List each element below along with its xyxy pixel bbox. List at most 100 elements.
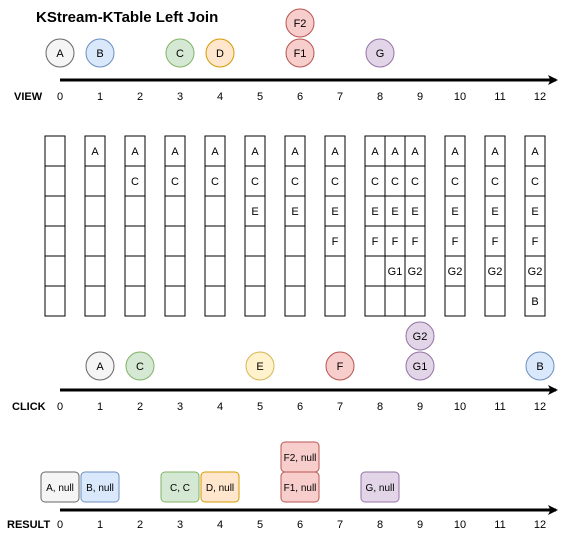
table-state-cell: [364, 255, 386, 287]
click-event-b: B: [525, 351, 555, 381]
table-state-cell-value: A: [91, 146, 99, 158]
table-state-cell-value: E: [251, 206, 258, 218]
result-event-g-null: G, null: [360, 471, 400, 503]
table-state-cell: [204, 285, 226, 317]
table-state-cell: [404, 285, 426, 317]
table-state-cell: [124, 195, 146, 227]
click-tick-label: 11: [494, 401, 505, 413]
view-event-label: F2: [294, 18, 307, 30]
table-state-cell: [44, 255, 66, 287]
view-tick-label: 1: [97, 91, 103, 103]
result-axis-label: RESULT: [7, 519, 50, 531]
table-state-cell: [44, 195, 66, 227]
table-state-cell-value: F: [532, 236, 539, 248]
view-event-label: C: [176, 48, 184, 60]
diagram-title: KStream-KTable Left Join: [36, 9, 218, 26]
click-tick-label: 1: [97, 401, 103, 413]
table-state-cell: [244, 285, 266, 317]
view-event-label: A: [56, 48, 64, 60]
result-event-box: [160, 471, 200, 503]
click-event-e: E: [245, 351, 275, 381]
table-state-cell-value: F: [372, 236, 379, 248]
view-event-label: D: [216, 48, 224, 60]
table-state-cell: [284, 255, 306, 287]
result-tick-label: 5: [257, 519, 263, 531]
view-event-circle: [205, 38, 235, 68]
table-state-cell-value: G2: [408, 266, 423, 278]
table-state-cell: [84, 225, 106, 257]
table-state-cell: [244, 255, 266, 287]
result-tick-label: 3: [177, 519, 183, 531]
view-event-f1: F1: [285, 38, 315, 68]
click-tick-label: 6: [297, 401, 303, 413]
click-tick-labels: 0 1 2 3 4 5 6 7 8 9 10 11 12: [57, 401, 546, 413]
table-state-cell-value: F: [412, 236, 419, 248]
view-tick-label: 5: [257, 91, 263, 103]
click-tick-label: 10: [454, 401, 466, 413]
view-event-b: B: [85, 38, 115, 68]
table-state-cell-value: C: [251, 176, 259, 188]
table-state-cell: [204, 255, 226, 287]
click-axis-label: CLICK: [12, 401, 46, 413]
table-state-cell: [84, 195, 106, 227]
table-state-cell-value: C: [391, 176, 399, 188]
view-event-circle: [285, 8, 315, 38]
result-tick-label: 11: [494, 519, 505, 531]
view-event-circle: [45, 38, 75, 68]
view-tick-label: 8: [377, 91, 383, 103]
view-event-a: A: [45, 38, 75, 68]
click-event-label: B: [536, 361, 543, 373]
click-event-circle: [405, 351, 435, 381]
result-tick-label: 1: [97, 519, 103, 531]
table-state-cell: [44, 165, 66, 197]
result-tick-label: 6: [297, 519, 303, 531]
click-event-label: F: [337, 361, 344, 373]
result-event-d-null: D, null: [200, 471, 240, 503]
click-event-g2: G2: [405, 321, 435, 351]
table-state-column: [44, 135, 66, 317]
view-event-circle: [165, 38, 195, 68]
result-tick-label: 8: [377, 519, 383, 531]
result-event-label: D, null: [206, 483, 234, 494]
click-tick-label: 9: [417, 401, 423, 413]
table-state-cell: [44, 285, 66, 317]
table-state-cell: [164, 285, 186, 317]
table-state-cell-value: E: [331, 206, 338, 218]
table-state-cell-value: C: [211, 176, 219, 188]
view-event-label: F1: [294, 48, 307, 60]
view-tick-label: 10: [454, 91, 466, 103]
table-state-cell: [444, 285, 466, 317]
table-state-cell-value: B: [531, 296, 538, 308]
result-tick-label: 7: [337, 519, 343, 531]
result-event-box: [200, 471, 240, 503]
ktable-state-columns: A ACACACACEACEACEFACEFACEFG1ACEFG2ACEFG2A…: [44, 135, 546, 317]
result-tick-label: 12: [534, 519, 546, 531]
table-state-cell-value: G2: [448, 266, 463, 278]
table-state-cell: [244, 225, 266, 257]
view-tick-label: 9: [417, 91, 423, 103]
table-state-cell-value: E: [451, 206, 458, 218]
table-state-column: A C E: [244, 135, 266, 317]
table-state-cell-value: E: [291, 206, 298, 218]
table-state-cell-value: F: [332, 236, 339, 248]
view-event-circle: [285, 38, 315, 68]
click-tick-label: 8: [377, 401, 383, 413]
table-state-cell-value: A: [491, 146, 499, 158]
table-state-column: A C E F G2: [404, 135, 426, 317]
table-state-cell-value: A: [451, 146, 459, 158]
table-state-cell: [84, 255, 106, 287]
click-event-circle: [525, 351, 555, 381]
table-state-cell-value: C: [531, 176, 539, 188]
result-event-f2-null: F2, null: [280, 441, 320, 473]
result-tick-labels: 0 1 2 3 4 5 6 7 8 9 10 11 12: [57, 519, 546, 531]
result-event-label: F2, null: [284, 453, 317, 464]
click-event-c: C: [125, 351, 155, 381]
result-tick-label: 4: [217, 519, 223, 531]
table-state-column: AC: [204, 135, 226, 317]
click-tick-label: 12: [534, 401, 546, 413]
view-event-d: D: [205, 38, 235, 68]
table-state-column: AC: [164, 135, 186, 317]
table-state-cell-value: A: [371, 146, 379, 158]
result-tick-label: 0: [57, 519, 63, 531]
